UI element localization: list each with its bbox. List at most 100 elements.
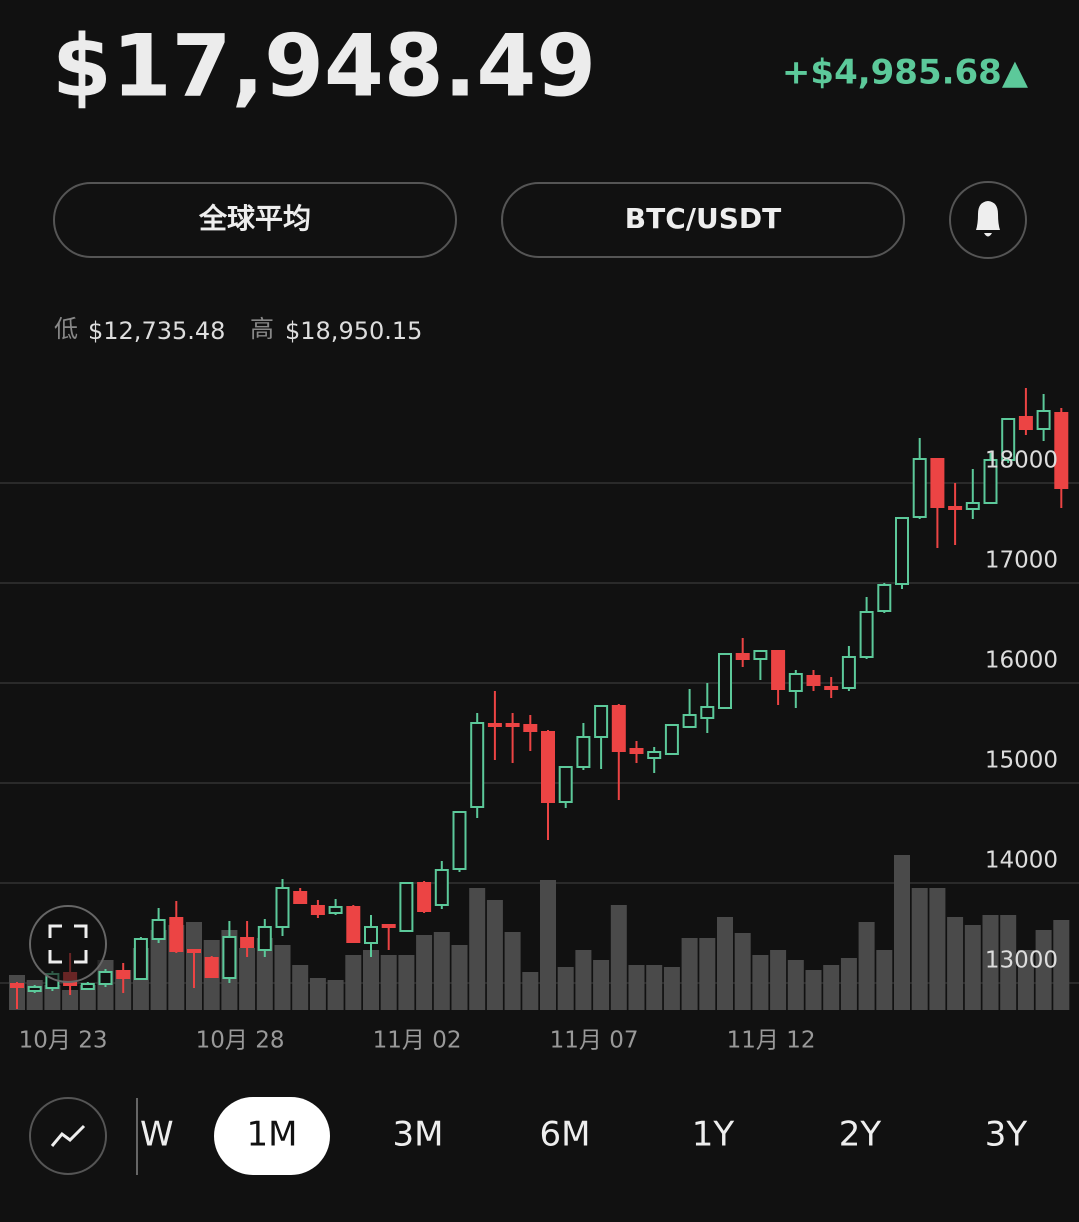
volume-bar [433, 932, 450, 1010]
candle-body [895, 517, 909, 585]
candle-body [788, 673, 803, 692]
volume-bar [486, 900, 503, 1010]
candle-body [965, 502, 980, 510]
market-button-label[interactable]: 全球平均 [198, 202, 311, 235]
candle-body [558, 766, 573, 803]
period-option[interactable]: 2Y [839, 1115, 882, 1155]
candle-body [310, 905, 325, 915]
candle-body [240, 937, 255, 948]
candle-body [824, 686, 839, 690]
candle-body [275, 887, 290, 928]
candle-body [983, 459, 998, 504]
candle-body [27, 986, 42, 992]
candle-body [664, 724, 679, 755]
volume-bar [309, 978, 326, 1010]
candle-body [346, 906, 361, 943]
candle-body [1054, 412, 1069, 489]
fullscreen-icon [48, 924, 88, 964]
candle-body [771, 650, 786, 690]
period-option[interactable]: 3M [393, 1115, 444, 1155]
x-tick-label: 11月 02 [373, 1028, 462, 1054]
period-option[interactable]: 1Y [692, 1115, 735, 1155]
volume-bar [150, 930, 167, 1010]
y-tick-label: 13000 [985, 948, 1058, 974]
candle-body [877, 584, 892, 612]
low-label: 低 [54, 315, 78, 343]
volume-bar [79, 985, 96, 1010]
candle-body [541, 731, 555, 803]
volume-bar [805, 970, 822, 1010]
candle-body [452, 811, 467, 870]
candle-body [80, 983, 95, 990]
pair-button-label[interactable]: BTC/USDT [625, 202, 781, 235]
volume-bar [239, 948, 256, 1010]
volume-bar [292, 965, 309, 1010]
x-tick-label: 10月 28 [196, 1028, 285, 1054]
candle-body [611, 705, 626, 752]
low-value: $12,735.48 [88, 317, 225, 345]
volume-bar [823, 965, 840, 1010]
volume-bar [26, 980, 43, 1010]
volume-bar [982, 915, 999, 1010]
volume-bar [363, 950, 379, 1010]
candle-body [381, 924, 396, 928]
volume-bar [770, 950, 787, 1010]
candle-body [10, 983, 24, 988]
volume-bar [699, 938, 716, 1010]
volume-bar [964, 925, 981, 1010]
volume-bar [451, 945, 468, 1010]
period-selector: W 1M 3M 6M 1Y 2Y 3Y [140, 1097, 1027, 1175]
volume-bar [894, 855, 910, 1010]
price-change: +$4,985.68▲ [782, 53, 1029, 93]
volume-bar [628, 965, 645, 1010]
period-option[interactable]: 1M [247, 1115, 298, 1155]
candle-body [328, 906, 343, 914]
candle-body [399, 882, 414, 932]
volume-bar [752, 955, 769, 1010]
volume-bar [734, 933, 751, 1010]
candle-body [948, 506, 963, 510]
candle-body [682, 714, 697, 728]
candle-body [859, 611, 874, 658]
candle-body [204, 957, 219, 978]
candle-body [151, 919, 166, 940]
period-option[interactable]: 3Y [985, 1115, 1028, 1155]
fullscreen-button[interactable] [29, 905, 107, 983]
volume-bar [398, 955, 415, 1010]
candle-body [434, 869, 449, 906]
volume-bar [575, 950, 592, 1010]
y-tick-label: 16000 [985, 648, 1058, 674]
volume-bar [540, 880, 556, 1010]
candle-body [806, 675, 821, 686]
candle-body [116, 970, 131, 979]
candle-body [841, 656, 856, 689]
candle-body [647, 751, 662, 759]
volume-bar [1017, 950, 1034, 1010]
y-tick-label: 15000 [985, 748, 1058, 774]
pair-button[interactable] [501, 182, 905, 258]
candle-body [364, 926, 378, 944]
volume-bar [1035, 930, 1052, 1010]
candle-body [470, 722, 485, 808]
candle-body [293, 891, 308, 904]
candle-body [487, 723, 502, 727]
volume-bar [327, 980, 344, 1010]
period-selected[interactable] [214, 1097, 330, 1175]
high-label: 高 [250, 315, 274, 343]
alert-button[interactable] [949, 181, 1027, 259]
y-tick-label: 18000 [985, 448, 1058, 474]
market-button[interactable] [53, 182, 457, 258]
chart-style-button[interactable] [29, 1097, 107, 1175]
period-option[interactable]: W [140, 1115, 174, 1155]
x-tick-label: 10月 23 [19, 1028, 108, 1054]
volume-bar [1053, 920, 1070, 1010]
volume-bar [858, 922, 875, 1010]
volume-bar [947, 917, 964, 1010]
volume-bar [44, 985, 61, 1010]
period-option[interactable]: 6M [540, 1115, 591, 1155]
volume-bar [787, 960, 804, 1010]
volume-bar [416, 935, 433, 1010]
volume-bar [646, 965, 663, 1010]
